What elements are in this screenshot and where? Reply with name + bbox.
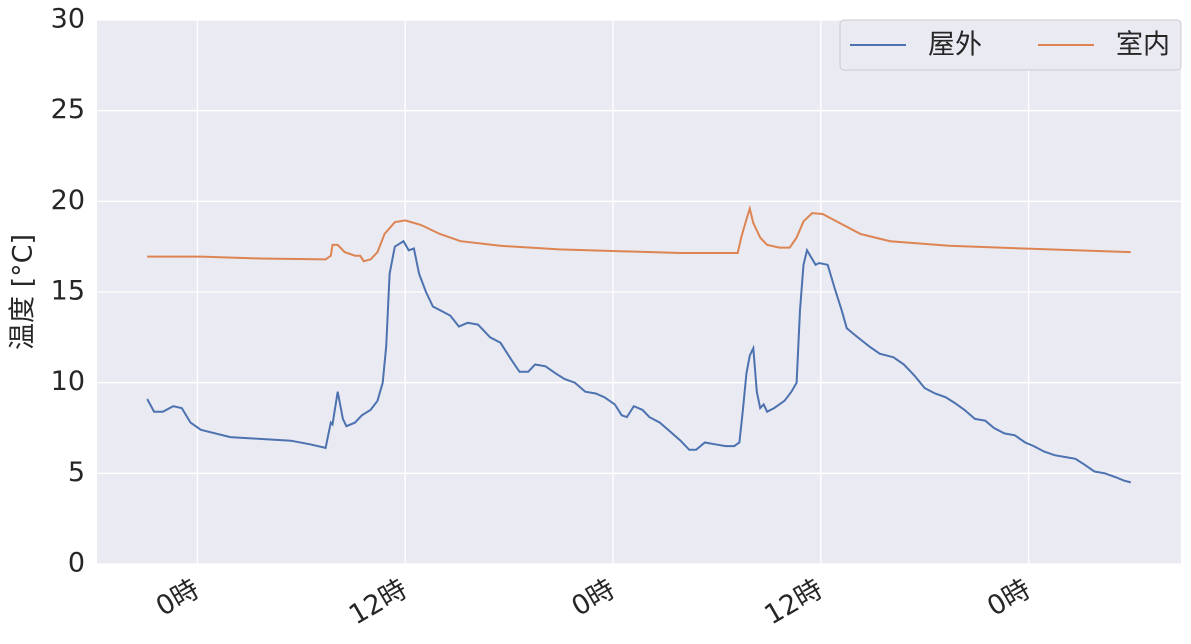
y-tick-label: 25 (51, 94, 85, 125)
legend: 屋外 室内 (839, 19, 1182, 71)
y-tick-label: 20 (51, 185, 85, 216)
legend-box (839, 19, 1182, 71)
line (146, 239, 1132, 484)
y-tick-label: 15 (51, 276, 85, 307)
line (147, 204, 1131, 263)
x-tick-label: 0時 (982, 574, 1036, 623)
y-tick-label: 10 (51, 366, 85, 397)
x-tick-label: 12時 (344, 574, 413, 632)
y-tick-label: 30 (51, 4, 85, 35)
x-tick-label: 0時 (151, 574, 205, 623)
y-tick-label: 0 (68, 548, 85, 579)
y-axis-label: 温度 [°C] (8, 234, 39, 350)
y-tick-label: 5 (68, 457, 85, 488)
legend-label: 屋外 (928, 30, 982, 61)
x-tick-label: 12時 (759, 574, 828, 632)
legend-label: 室内 (1116, 30, 1170, 61)
x-tick-label: 0時 (567, 574, 621, 623)
